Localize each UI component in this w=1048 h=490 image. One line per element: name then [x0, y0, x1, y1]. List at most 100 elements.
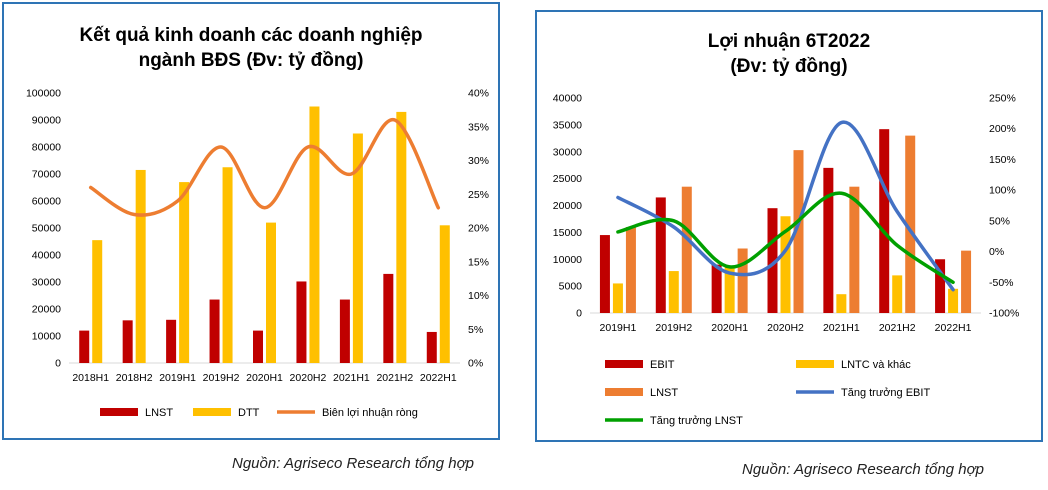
y-left-tick-label: 90000 — [32, 115, 61, 127]
chart-title: Kết quả kinh doanh các doanh nghiệp ngàn… — [4, 23, 498, 73]
bar-ebit — [879, 129, 890, 313]
bar-lnst — [296, 281, 307, 363]
profit-chart: 0 5000 10000 15000 20000 25000 30000 35000 40000… — [553, 93, 1020, 428]
legend-label: LNST — [650, 387, 678, 399]
y-left-tick-label: 0 — [55, 358, 61, 370]
business-results-chart: 0 10000 20000 30000 40000 50000 60000 70000 8000… — [26, 88, 489, 420]
x-tick-label: 2022H1 — [420, 372, 457, 384]
y-left-tick-label: 10000 — [32, 331, 61, 343]
bar-lnst — [79, 330, 90, 363]
chart-title-line-1: Lợi nhuận 6T2022 — [707, 31, 871, 52]
y-left-tick-label: 25000 — [553, 173, 582, 185]
bar-lnst — [681, 186, 692, 313]
bar-lnst — [961, 250, 972, 313]
source-note-left: Nguồn: Agriseco Research tổng hợp — [232, 455, 474, 472]
chart-title-line-2: (Đv: tỷ đồng) — [730, 56, 848, 77]
line-series-bi-n-l-i-nhu-n-r-ng — [88, 118, 441, 217]
bar-dtt — [135, 169, 146, 363]
bar-lnst — [426, 331, 437, 363]
y-left-tick-label: 70000 — [32, 169, 61, 181]
legend-label: DTT — [238, 407, 260, 419]
y-left-tick-label: 80000 — [32, 142, 61, 154]
bar-lnst — [905, 135, 916, 313]
x-tick-label: 2020H1 — [246, 372, 283, 384]
bar-lnst — [737, 248, 748, 313]
y-left-tick-label: 40000 — [32, 250, 61, 262]
legend-label: LNST — [145, 407, 173, 419]
bar-lnst — [339, 299, 350, 363]
bar-lntc-v-kh-c — [780, 216, 791, 313]
x-tick-label: 2020H1 — [711, 322, 748, 334]
y-left-tick-label: 60000 — [32, 196, 61, 208]
x-tick-label: 2019H2 — [203, 372, 240, 384]
bar-dtt — [92, 240, 103, 363]
y-right-tick-label: 150% — [989, 154, 1016, 166]
y-right-tick-label: 100% — [989, 185, 1016, 197]
legend-label: Tăng trưởng LNST — [650, 415, 743, 427]
bar-lntc-v-kh-c — [892, 275, 903, 313]
chart-title-line-2: ngành BĐS (Đv: tỷ đồng) — [138, 50, 364, 71]
y-left-tick-label: 100000 — [26, 88, 61, 100]
y-left-tick-label: 10000 — [553, 254, 582, 266]
x-tick-label: 2020H2 — [290, 372, 327, 384]
bar-lntc-v-kh-c — [612, 283, 623, 313]
y-left-tick-label: 40000 — [553, 93, 582, 105]
y-left-tick-label: 20000 — [553, 200, 582, 212]
bar-lnst — [383, 273, 394, 363]
line-series-t-ng-tr-ng-lnst — [616, 191, 955, 285]
y-left-tick-label: 30000 — [32, 277, 61, 289]
bar-dtt — [352, 133, 363, 363]
y-left-tick-label: 0 — [576, 308, 582, 320]
chart-title: Lợi nhuận 6T2022 (Đv: tỷ đồng) — [537, 29, 1041, 79]
y-left-tick-label: 30000 — [553, 146, 582, 158]
bar-lnst — [849, 186, 860, 313]
x-tick-label: 2019H1 — [159, 372, 196, 384]
y-left-tick-label: 50000 — [32, 223, 61, 235]
bar-lntc-v-kh-c — [836, 294, 847, 313]
y-right-tick-label: 15% — [468, 256, 489, 268]
x-tick-label: 2018H1 — [72, 372, 109, 384]
y-left-tick-label: 5000 — [559, 281, 583, 293]
y-left-tick-label: 15000 — [553, 227, 582, 239]
legend-label: Tăng trưởng EBIT — [841, 387, 930, 399]
bar-lnst — [253, 330, 263, 363]
x-tick-label: 2021H2 — [376, 372, 413, 384]
y-left-tick-label: 35000 — [553, 119, 582, 131]
bar-ebit — [767, 208, 778, 313]
legend-swatch — [796, 360, 834, 368]
y-right-tick-label: -100% — [989, 308, 1019, 320]
chart-panel-business-results: Kết quả kinh doanh các doanh nghiệp ngàn… — [2, 2, 500, 440]
bar-ebit — [823, 167, 834, 313]
legend-swatch — [605, 360, 643, 368]
legend-swatch — [193, 408, 231, 416]
bar-lnst — [166, 319, 177, 363]
bar-dtt — [439, 225, 450, 363]
x-tick-label: 2022H1 — [935, 322, 972, 334]
y-right-tick-label: 0% — [468, 358, 483, 370]
bar-ebit — [599, 235, 610, 313]
bar-ebit — [711, 264, 722, 313]
chart-title-line-1: Kết quả kinh doanh các doanh nghiệp — [79, 25, 423, 46]
x-tick-label: 2019H1 — [600, 322, 637, 334]
bar-dtt — [309, 106, 320, 363]
bar-lnst — [625, 227, 636, 313]
y-right-tick-label: 0% — [989, 246, 1004, 258]
y-right-tick-label: 10% — [468, 290, 489, 302]
y-right-tick-label: 5% — [468, 324, 483, 336]
source-note-right: Nguồn: Agriseco Research tổng hợp — [742, 461, 984, 478]
x-tick-label: 2021H1 — [333, 372, 370, 384]
bar-dtt — [179, 182, 190, 363]
legend-label: LNTC và khác — [841, 359, 911, 371]
y-right-tick-label: 250% — [989, 93, 1016, 105]
bar-ebit — [935, 259, 946, 313]
y-right-tick-label: -50% — [989, 277, 1014, 289]
legend-swatch — [605, 388, 643, 396]
bar-lnst — [122, 320, 133, 363]
bar-lntc-v-kh-c — [668, 271, 679, 313]
x-tick-label: 2019H2 — [655, 322, 692, 334]
x-tick-label: 2020H2 — [767, 322, 804, 334]
bar-lntc-v-kh-c — [948, 288, 959, 313]
x-tick-label: 2021H2 — [879, 322, 916, 334]
bar-dtt — [396, 111, 407, 364]
y-right-tick-label: 25% — [468, 189, 489, 201]
